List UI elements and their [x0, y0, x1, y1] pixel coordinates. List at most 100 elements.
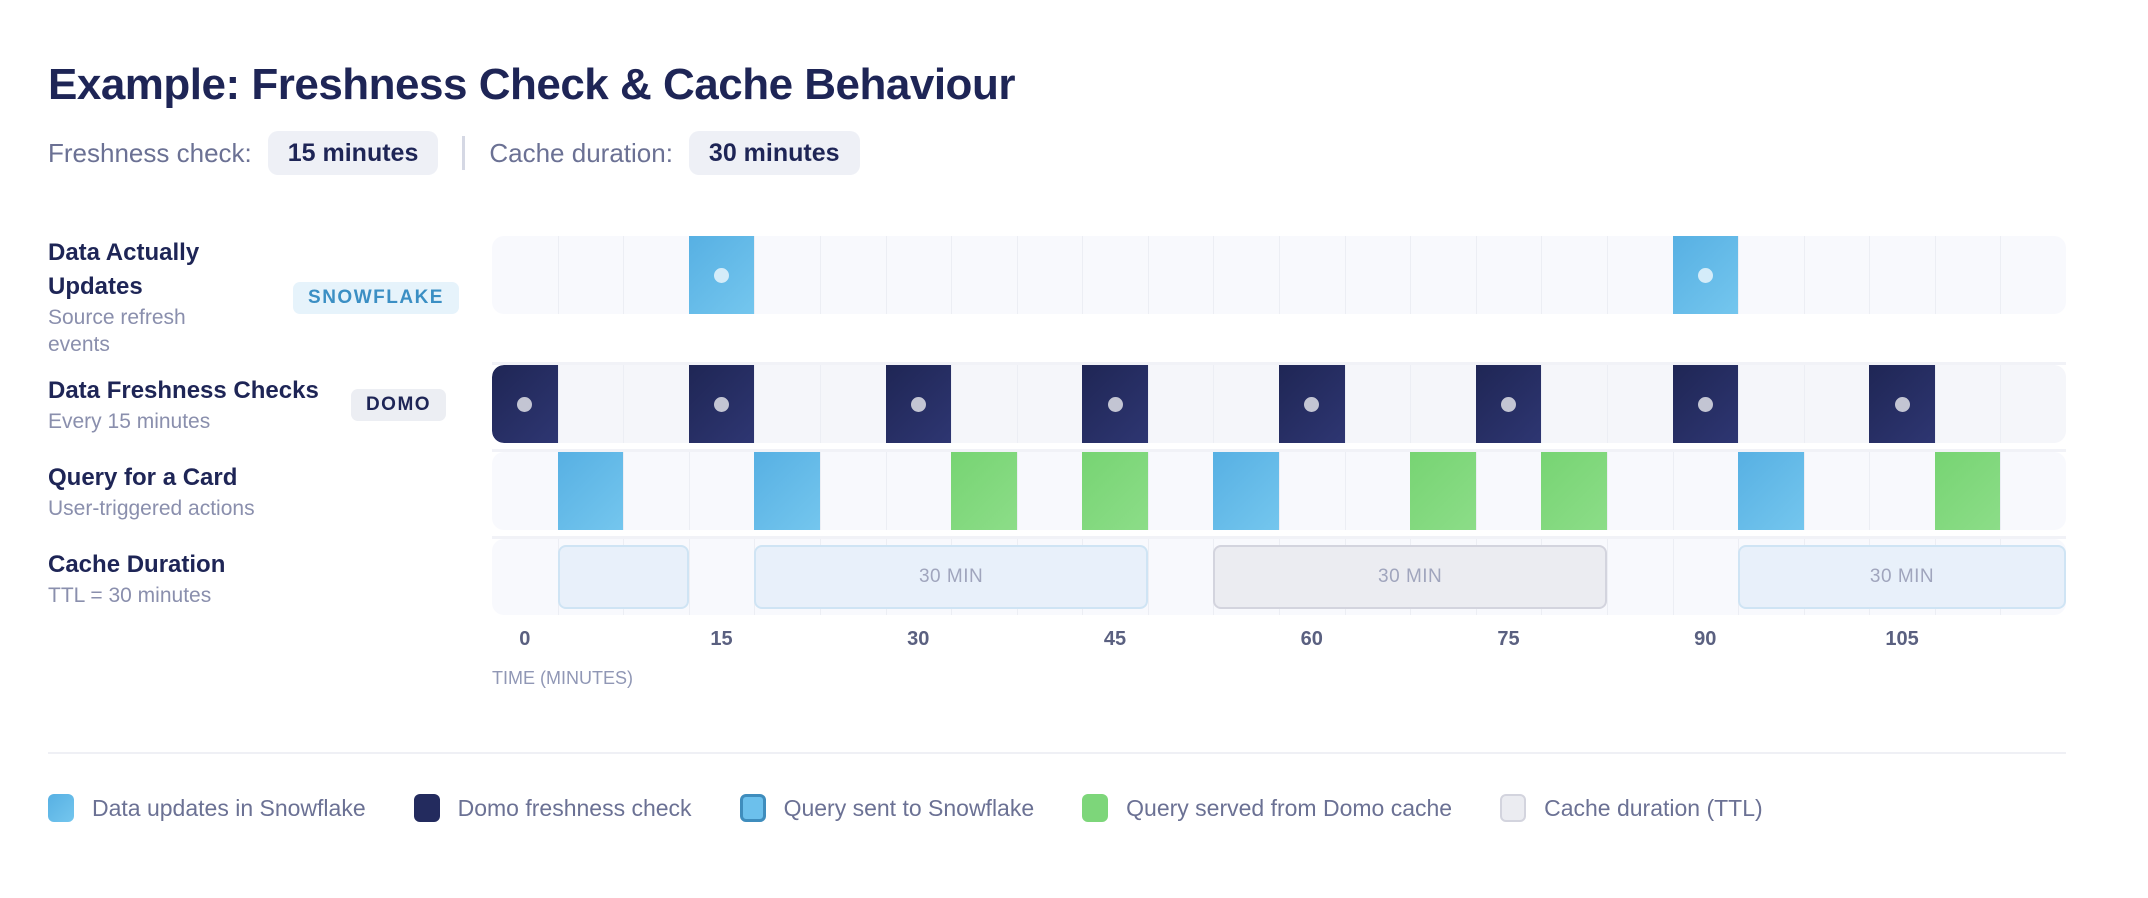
- grid-line: [2000, 452, 2002, 530]
- x-tick-label: 0: [519, 628, 531, 650]
- row-title: Cache Duration: [48, 551, 226, 578]
- grid-line: [1344, 236, 1346, 314]
- x-tick-label: 60: [1300, 628, 1323, 650]
- page-title: Example: Freshness Check & Cache Behavio…: [48, 60, 1015, 109]
- row-subtitle: User-triggered actions: [48, 497, 255, 520]
- grid-line: [1279, 236, 1280, 314]
- grid-line: [1147, 452, 1149, 530]
- query-snowflake-mark: [754, 452, 820, 530]
- grid-line: [1016, 452, 1018, 530]
- grid-line: [1541, 365, 1543, 443]
- event-dot: [1107, 396, 1123, 412]
- grid-line: [1606, 365, 1608, 443]
- freshness-value: 15 minutes: [267, 131, 439, 175]
- grid-line: [1082, 236, 1084, 314]
- grid-line: [1016, 236, 1018, 314]
- freshness-check-mark: [492, 365, 558, 443]
- freshness-check-mark: [1869, 365, 1935, 443]
- event-dot: [714, 396, 730, 412]
- snowflake-badge: SNOWFLAKE: [293, 282, 459, 314]
- legend-label: Query sent to Snowflake: [783, 794, 1035, 821]
- freshness-check-mark: [1475, 365, 1542, 443]
- cache-track: 30 MIN 30 MIN 30 MIN: [492, 539, 2066, 615]
- cache_hit-swatch: [1082, 794, 1109, 822]
- query_snowflake-swatch: [739, 794, 766, 822]
- freshness-check-mark: [688, 365, 755, 443]
- grid-line: [1738, 365, 1740, 443]
- row-separator: [492, 449, 2066, 452]
- domo-swatch: [413, 794, 440, 822]
- legend-item: Cache duration (TTL): [1500, 794, 1763, 822]
- x-tick-label: 75: [1497, 628, 1520, 650]
- query-cache-mark: [951, 452, 1017, 530]
- grid-line: [1344, 452, 1346, 530]
- row-label-updates: Data Actually Updates Source refresh eve…: [48, 236, 228, 358]
- grid-line: [1934, 236, 1936, 314]
- grid-line: [1672, 539, 1674, 615]
- cache-window: 30 MIN: [754, 545, 1148, 609]
- grid-line: [1410, 236, 1412, 314]
- query-snowflake-mark: [1213, 452, 1279, 530]
- event-dot: [517, 396, 533, 412]
- grid-line: [1803, 236, 1805, 314]
- legend: Data updates in Snowflake Domo freshness …: [48, 794, 1811, 822]
- row-separator: [492, 536, 2066, 539]
- row-title: Data Actually Updates: [48, 239, 200, 300]
- grid-line: [688, 452, 690, 530]
- divider: [48, 752, 2066, 754]
- legend-label: Domo freshness check: [457, 794, 692, 821]
- grid-line: [1213, 365, 1215, 443]
- grid-line: [1869, 452, 1871, 530]
- grid-line: [885, 452, 887, 530]
- grid-line: [819, 452, 821, 530]
- grid-line: [557, 365, 559, 443]
- row-separator: [492, 362, 2066, 365]
- x-tick-label: 90: [1694, 628, 1717, 650]
- legend-item: Query served from Domo cache: [1082, 794, 1452, 822]
- grid-line: [1869, 236, 1871, 314]
- snowflake-update-mark: [688, 236, 755, 314]
- row-label-checks: Data Freshness Checks Every 15 minutes: [48, 374, 348, 435]
- x-tick-label: 15: [710, 628, 733, 650]
- event-dot: [1501, 396, 1517, 412]
- row-title: Query for a Card: [48, 464, 238, 491]
- grid-line: [885, 236, 887, 314]
- row-title: Data Freshness Checks: [48, 377, 319, 404]
- grid-line: [2000, 236, 2002, 314]
- grid-line: [1147, 236, 1149, 314]
- grid-line: [754, 236, 756, 314]
- cache-window: [557, 545, 689, 609]
- query-cache-mark: [1541, 452, 1607, 530]
- query-snowflake-mark: [1738, 452, 1804, 530]
- freshness-check-mark: [1672, 365, 1739, 443]
- grid-line: [1606, 452, 1608, 530]
- grid-line: [754, 365, 756, 443]
- cache-label: Cache duration:: [489, 137, 673, 168]
- legend-item: Data updates in Snowflake: [48, 794, 366, 822]
- snowflake-swatch: [48, 794, 74, 822]
- cache-window: 30 MIN: [1213, 545, 1607, 609]
- grid-line: [1147, 539, 1149, 615]
- grid-line: [623, 452, 625, 530]
- event-dot: [1894, 396, 1910, 412]
- queries-track: [492, 452, 2066, 530]
- grid-line: [623, 365, 625, 443]
- row-label-cache: Cache Duration TTL = 30 minutes: [48, 548, 348, 609]
- query-cache-mark: [1082, 452, 1148, 530]
- grid-line: [1803, 452, 1805, 530]
- row-subtitle: Source refresh events: [48, 306, 186, 356]
- grid-line: [1672, 452, 1674, 530]
- legend-label: Query served from Domo cache: [1126, 794, 1453, 821]
- cache-window: 30 MIN: [1738, 545, 2066, 609]
- ttl-swatch: [1500, 794, 1527, 822]
- grid-line: [1541, 236, 1543, 314]
- updates-track: [492, 236, 2066, 314]
- legend-label: Data updates in Snowflake: [92, 794, 366, 821]
- legend-item: Domo freshness check: [413, 794, 692, 822]
- row-subtitle: TTL = 30 minutes: [48, 584, 212, 607]
- cache-value: 30 minutes: [688, 131, 860, 175]
- grid-line: [1344, 365, 1346, 443]
- grid-line: [688, 539, 690, 615]
- grid-line: [1279, 452, 1280, 530]
- grid-line: [819, 365, 821, 443]
